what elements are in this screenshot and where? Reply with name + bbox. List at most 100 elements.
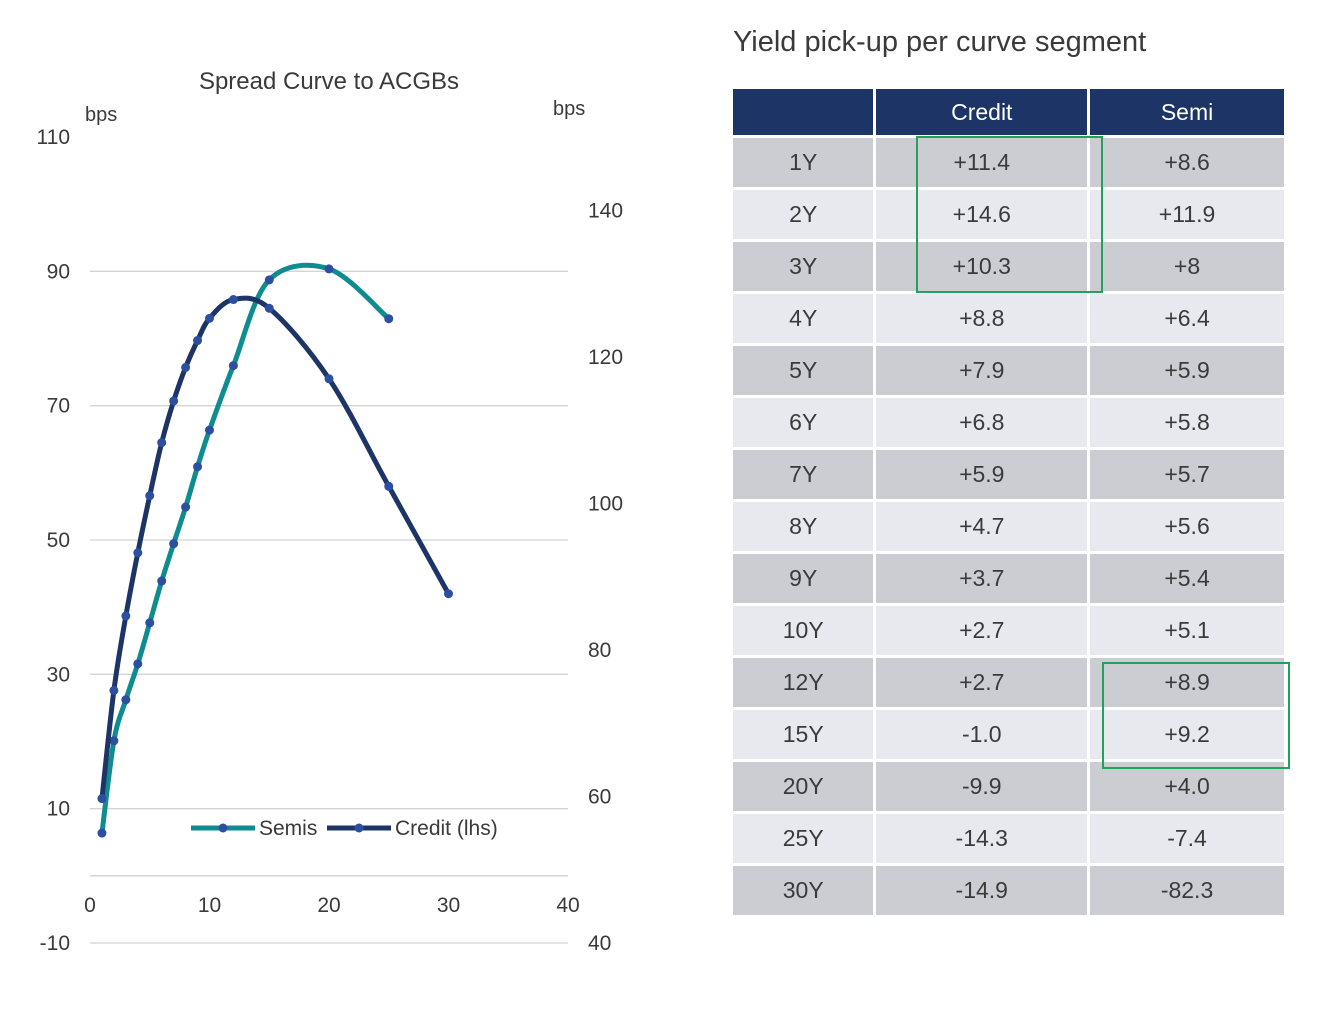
credit-lhs-data-point: [181, 362, 191, 372]
credit-lhs-data-point: [145, 491, 155, 501]
credit-cell: +11.4: [876, 138, 1088, 187]
y-right-tick-label: 40: [588, 932, 611, 955]
semi-cell: +5.1: [1090, 606, 1284, 655]
credit-lhs-series-line: [99, 295, 451, 802]
table-row: 9Y +3.7 +5.4: [733, 554, 1284, 603]
credit-cell: -9.9: [876, 762, 1088, 811]
semi-cell: +5.8: [1090, 398, 1284, 447]
legend-marker-semis: [218, 823, 228, 833]
credit-cell: +4.7: [876, 502, 1088, 551]
table-row: 7Y +5.9 +5.7: [733, 450, 1284, 499]
table-header-segment: [733, 89, 874, 135]
semis-data-point: [228, 361, 238, 371]
semis-data-point: [324, 264, 334, 274]
legend-label-semis: Semis: [259, 817, 317, 840]
legend-label-credit-lhs: Credit (lhs): [395, 817, 498, 840]
credit-lhs-data-point: [133, 548, 143, 558]
segment-cell: 1Y: [733, 138, 874, 187]
credit-short-end-highlight: [916, 136, 1103, 293]
semi-cell: +4.0: [1090, 762, 1284, 811]
y-right-tick-label: 80: [588, 639, 611, 662]
legend-marker-credit-lhs: [354, 823, 364, 833]
semi-cell: +8.6: [1090, 138, 1284, 187]
semi-long-end-highlight: [1102, 662, 1290, 769]
segment-cell: 8Y: [733, 502, 874, 551]
credit-lhs-data-point: [97, 794, 107, 804]
segment-cell: 7Y: [733, 450, 874, 499]
semi-cell: -7.4: [1090, 814, 1284, 863]
table-row: 1Y +11.4 +8.6: [733, 138, 1284, 187]
credit-cell: +8.8: [876, 294, 1088, 343]
segment-cell: 30Y: [733, 866, 874, 915]
credit-cell: -14.3: [876, 814, 1088, 863]
table-row: 30Y -14.9 -82.3: [733, 866, 1284, 915]
segment-cell: 5Y: [733, 346, 874, 395]
y-right-tick-label: 120: [588, 346, 623, 369]
credit-cell: +6.8: [876, 398, 1088, 447]
semi-cell: +5.6: [1090, 502, 1284, 551]
table-header-credit: Credit: [876, 89, 1088, 135]
credit-cell: +5.9: [876, 450, 1088, 499]
segment-cell: 25Y: [733, 814, 874, 863]
credit-lhs-data-point: [121, 611, 131, 621]
semi-cell: +5.7: [1090, 450, 1284, 499]
semis-data-point: [109, 736, 119, 746]
table-row: 8Y +4.7 +5.6: [733, 502, 1284, 551]
y-left-tick-label: 90: [47, 260, 70, 283]
semis-data-point: [384, 314, 394, 324]
semis-data-point: [145, 618, 155, 628]
table-row: 12Y +2.7 +8.9: [733, 658, 1284, 707]
y-left-tick-label: 10: [47, 798, 70, 821]
x-tick-label: 40: [556, 894, 579, 917]
semi-cell: +8: [1090, 242, 1284, 291]
credit-lhs-data-point: [384, 481, 394, 491]
credit-lhs-data-point: [109, 685, 119, 695]
table-row: 4Y +8.8 +6.4: [733, 294, 1284, 343]
credit-cell: +2.7: [876, 606, 1088, 655]
x-tick-label: 30: [437, 894, 460, 917]
semis-data-point: [264, 275, 274, 285]
segment-cell: 10Y: [733, 606, 874, 655]
credit-lhs-data-point: [444, 589, 453, 599]
semi-cell: +5.9: [1090, 346, 1284, 395]
semi-cell: -82.3: [1090, 866, 1284, 915]
table-row: 10Y +2.7 +5.1: [733, 606, 1284, 655]
credit-cell: +7.9: [876, 346, 1088, 395]
table-row: 15Y -1.0 +9.2: [733, 710, 1284, 759]
segment-cell: 2Y: [733, 190, 874, 239]
left-axis-unit: bps: [85, 104, 117, 126]
credit-lhs-data-point: [228, 295, 238, 305]
credit-lhs-data-point: [157, 438, 167, 448]
segment-cell: 12Y: [733, 658, 874, 707]
table-header-semi: Semi: [1090, 89, 1284, 135]
credit-lhs-data-point: [169, 396, 179, 406]
chart-title: Spread Curve to ACGBs: [199, 68, 459, 95]
credit-cell: +14.6: [876, 190, 1088, 239]
table-row: 25Y -14.3 -7.4: [733, 814, 1284, 863]
credit-cell: +10.3: [876, 242, 1088, 291]
y-right-tick-label: 100: [588, 492, 623, 515]
segment-cell: 6Y: [733, 398, 874, 447]
yield-pickup-table: Credit Semi 1Y +11.4 +8.6 2Y +14.6 +11.9 3Y +10…: [730, 86, 1287, 918]
y-left-tick-label: 50: [47, 529, 70, 552]
semi-cell: +9.2: [1090, 710, 1284, 759]
segment-cell: 9Y: [733, 554, 874, 603]
segment-cell: 15Y: [733, 710, 874, 759]
semis-series-line: [99, 262, 392, 836]
semis-data-point: [169, 539, 179, 549]
semi-cell: +6.4: [1090, 294, 1284, 343]
segment-cell: 4Y: [733, 294, 874, 343]
semi-cell: +5.4: [1090, 554, 1284, 603]
y-right-tick-label: 140: [588, 199, 623, 222]
semis-data-point: [181, 502, 191, 512]
semis-data-point: [133, 659, 143, 669]
segment-cell: 20Y: [733, 762, 874, 811]
semis-data-point: [205, 425, 214, 435]
x-tick-label: 20: [317, 894, 340, 917]
semis-data-point: [157, 576, 167, 586]
x-tick-label: 0: [84, 894, 96, 917]
y-left-tick-label: -10: [40, 932, 70, 955]
y-left-tick-label: 110: [37, 126, 70, 149]
semi-cell: +8.9: [1090, 658, 1284, 707]
table-row: 2Y +14.6 +11.9: [733, 190, 1284, 239]
